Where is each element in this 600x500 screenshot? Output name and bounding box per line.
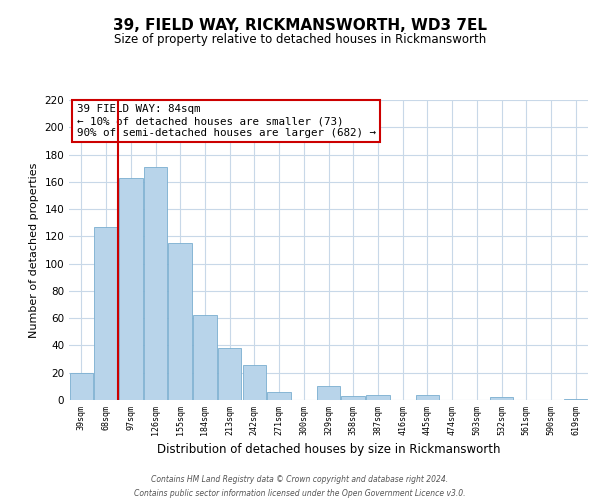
Bar — [490, 398, 513, 400]
Bar — [366, 394, 389, 400]
Bar — [416, 394, 439, 400]
Bar — [94, 227, 118, 400]
Text: 39, FIELD WAY, RICKMANSWORTH, WD3 7EL: 39, FIELD WAY, RICKMANSWORTH, WD3 7EL — [113, 18, 487, 32]
Bar — [242, 364, 266, 400]
Bar — [169, 243, 192, 400]
Text: Contains HM Land Registry data © Crown copyright and database right 2024.
Contai: Contains HM Land Registry data © Crown c… — [134, 476, 466, 498]
Bar — [317, 386, 340, 400]
Bar — [218, 348, 241, 400]
X-axis label: Distribution of detached houses by size in Rickmansworth: Distribution of detached houses by size … — [157, 443, 500, 456]
Y-axis label: Number of detached properties: Number of detached properties — [29, 162, 39, 338]
Bar — [193, 316, 217, 400]
Bar — [268, 392, 291, 400]
Text: 39 FIELD WAY: 84sqm
← 10% of detached houses are smaller (73)
90% of semi-detach: 39 FIELD WAY: 84sqm ← 10% of detached ho… — [77, 104, 376, 138]
Bar — [119, 178, 143, 400]
Bar — [341, 396, 365, 400]
Bar — [144, 167, 167, 400]
Bar — [70, 372, 93, 400]
Text: Size of property relative to detached houses in Rickmansworth: Size of property relative to detached ho… — [114, 32, 486, 46]
Bar — [564, 398, 587, 400]
